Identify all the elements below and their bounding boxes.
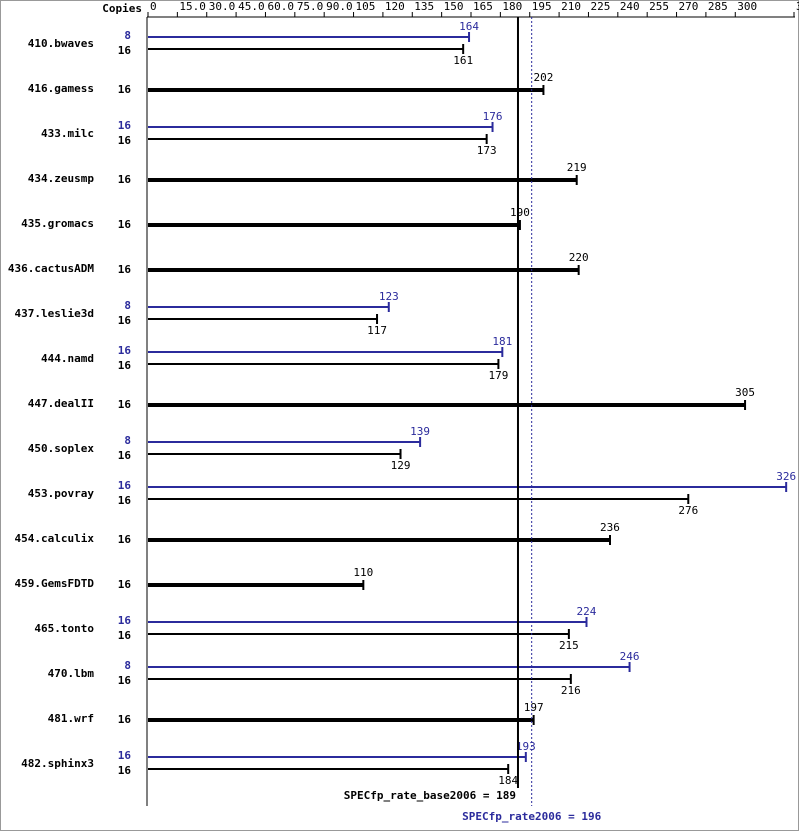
value-label: 236	[600, 521, 620, 534]
value-label: 219	[567, 161, 587, 174]
value-label: 197	[524, 701, 544, 714]
value-label: 326	[776, 470, 796, 483]
copies-label: 16	[118, 218, 132, 231]
benchmark-name: 450.soplex	[28, 442, 95, 455]
value-label: 117	[367, 324, 387, 337]
x-tick-label: 285	[708, 0, 728, 13]
benchmark-name: 410.bwaves	[28, 37, 94, 50]
benchmark-name: 436.cactusADM	[8, 262, 94, 275]
value-label: 129	[391, 459, 411, 472]
copies-label: 16	[118, 134, 132, 147]
copies-label: 8	[124, 29, 131, 42]
x-tick-label: 120	[385, 0, 405, 13]
x-tick-label: 195	[532, 0, 552, 13]
copies-label: 16	[118, 764, 132, 777]
x-tick-label: 210	[561, 0, 581, 13]
copies-label: 16	[118, 479, 132, 492]
x-tick-label: 330	[796, 0, 799, 13]
value-label: 184	[498, 774, 518, 787]
copies-label: 16	[118, 119, 132, 132]
copies-label: 16	[118, 344, 132, 357]
copies-label: 16	[118, 614, 132, 627]
benchmark-name: 454.calculix	[15, 532, 95, 545]
value-label: 173	[477, 144, 497, 157]
benchmark-name: 481.wrf	[48, 712, 94, 725]
copies-label: 16	[118, 83, 132, 96]
benchmark-name: 465.tonto	[34, 622, 94, 635]
reference-label: SPECfp_rate_base2006 = 189	[344, 789, 516, 802]
x-tick-label: 270	[679, 0, 699, 13]
copies-label: 16	[118, 398, 132, 411]
x-tick-label: 30.0	[209, 0, 236, 13]
value-label: 123	[379, 290, 399, 303]
value-label: 161	[453, 54, 473, 67]
x-tick-label: 255	[649, 0, 669, 13]
copies-label: 16	[118, 263, 132, 276]
value-label: 202	[533, 71, 553, 84]
copies-label: 16	[118, 749, 132, 762]
reference-label: SPECfp_rate2006 = 196	[462, 810, 601, 823]
value-label: 110	[353, 566, 373, 579]
value-label: 276	[678, 504, 698, 517]
benchmark-name: 470.lbm	[48, 667, 95, 680]
value-label: 164	[459, 20, 479, 33]
value-label: 139	[410, 425, 430, 438]
copies-label: 16	[118, 713, 132, 726]
benchmark-name: 416.gamess	[28, 82, 94, 95]
benchmark-name: 433.milc	[41, 127, 94, 140]
x-tick-label: 165	[473, 0, 493, 13]
copies-label: 8	[124, 659, 131, 672]
x-tick-label: 225	[590, 0, 610, 13]
x-tick-label: 180	[502, 0, 522, 13]
value-label: 179	[488, 369, 508, 382]
x-tick-label: 300	[737, 0, 757, 13]
copies-label: 16	[118, 674, 132, 687]
copies-header: Copies	[102, 2, 142, 15]
value-label: 176	[483, 110, 503, 123]
value-label: 215	[559, 639, 579, 652]
copies-label: 16	[118, 44, 132, 57]
x-tick-label: 105	[356, 0, 376, 13]
benchmark-name: 444.namd	[41, 352, 94, 365]
x-tick-label: 90.0	[326, 0, 353, 13]
benchmark-name: 459.GemsFDTD	[15, 577, 95, 590]
copies-label: 16	[118, 314, 132, 327]
value-label: 305	[735, 386, 755, 399]
value-label: 193	[516, 740, 536, 753]
value-label: 181	[492, 335, 512, 348]
benchmark-name: 447.dealII	[28, 397, 94, 410]
copies-label: 16	[118, 629, 132, 642]
benchmark-name: 435.gromacs	[21, 217, 94, 230]
x-tick-label: 150	[444, 0, 464, 13]
copies-label: 16	[118, 449, 132, 462]
benchmark-name: 482.sphinx3	[21, 757, 94, 770]
value-label: 220	[569, 251, 589, 264]
copies-label: 16	[118, 494, 132, 507]
copies-label: 16	[118, 359, 132, 372]
benchmark-name: 437.leslie3d	[15, 307, 94, 320]
value-label: 216	[561, 684, 581, 697]
x-tick-label: 0	[150, 0, 157, 13]
copies-label: 16	[118, 533, 132, 546]
x-tick-label: 45.0	[238, 0, 265, 13]
benchmark-name: 434.zeusmp	[28, 172, 95, 185]
x-tick-label: 135	[414, 0, 434, 13]
x-tick-label: 60.0	[267, 0, 294, 13]
copies-label: 8	[124, 434, 131, 447]
benchmark-name: 453.povray	[28, 487, 95, 500]
x-tick-label: 75.0	[297, 0, 324, 13]
x-tick-label: 240	[620, 0, 640, 13]
copies-label: 16	[118, 173, 132, 186]
copies-label: 16	[118, 578, 132, 591]
copies-label: 8	[124, 299, 131, 312]
value-label: 246	[620, 650, 640, 663]
value-label: 224	[577, 605, 597, 618]
x-tick-label: 15.0	[179, 0, 206, 13]
value-label: 190	[510, 206, 530, 219]
